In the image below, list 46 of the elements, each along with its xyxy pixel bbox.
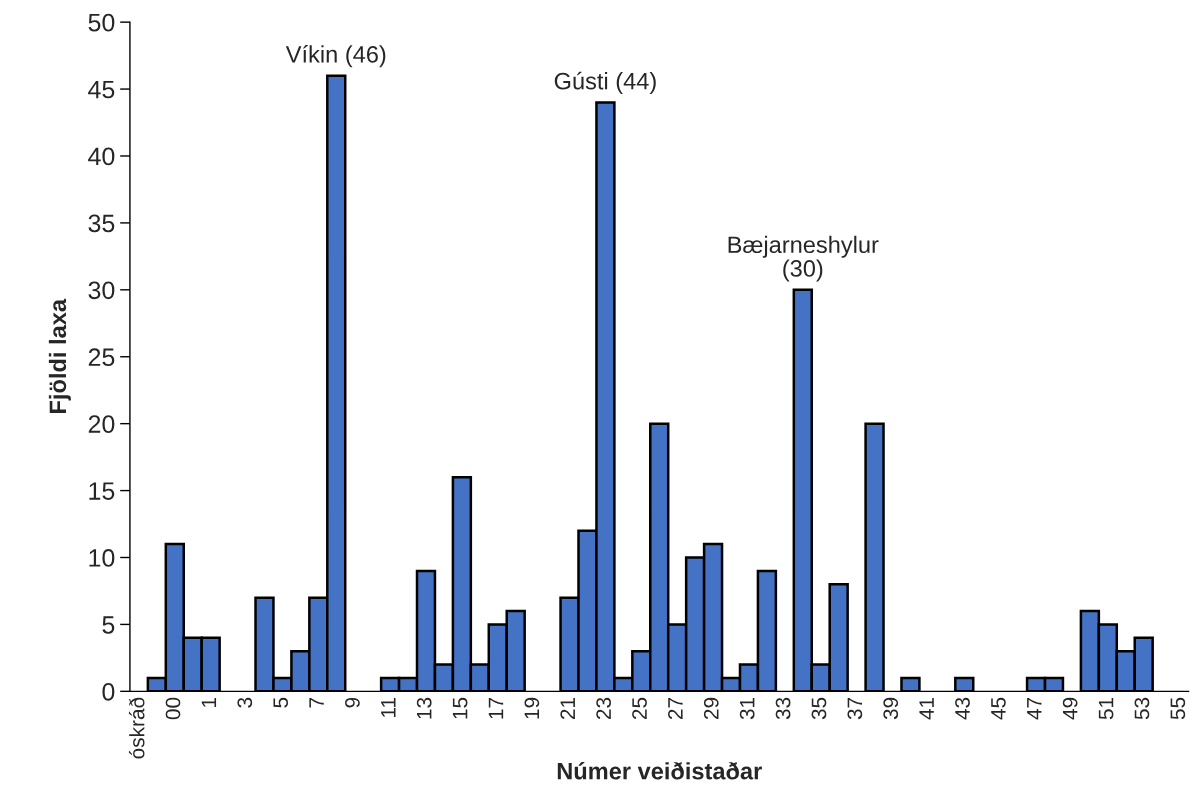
y-tick-label: 50 <box>88 13 115 32</box>
y-tick-label: 15 <box>89 482 115 500</box>
x-tick-label: 55 <box>1170 697 1186 720</box>
x-tick-label: 11 <box>381 697 396 717</box>
x-tick-label: 35 <box>811 697 827 720</box>
annotation: Bæjarneshylur (30) <box>728 235 879 282</box>
x-tick-label: 3 <box>237 697 253 708</box>
x-tick-label: 49 <box>1062 697 1078 720</box>
y-tick-label: 10 <box>89 549 115 567</box>
annotation: Gústi (44) <box>554 71 656 95</box>
y-tick-label: 20 <box>88 415 115 433</box>
x-tick-label: óskráð <box>128 697 145 759</box>
y-axis-title: Fjöldi laxa <box>48 298 71 413</box>
x-tick-label: 53 <box>1134 697 1150 720</box>
y-tick-label: 0 <box>102 682 115 701</box>
x-tick-label: 43 <box>955 697 970 720</box>
x-tick-label: 25 <box>632 697 647 720</box>
x-tick-label: 47 <box>1027 697 1042 720</box>
x-tick-label: 51 <box>1098 697 1114 720</box>
x-tick-label: 45 <box>991 697 1006 720</box>
x-tick-label: 31 <box>739 697 755 720</box>
x-axis-title: Númer veiðistaðar <box>557 761 762 780</box>
x-tick-label: 13 <box>416 697 432 719</box>
x-tick-label: 1 <box>201 697 217 707</box>
y-tick-label: 45 <box>88 80 115 99</box>
x-tick-label: 15 <box>452 697 468 719</box>
x-tick-label: 33 <box>775 697 791 720</box>
x-tick-label: 39 <box>883 697 899 720</box>
x-tick-label: 23 <box>596 697 612 720</box>
y-tick-label: 35 <box>88 214 115 233</box>
x-tick-label: 19 <box>524 697 540 719</box>
x-tick-label: 5 <box>273 697 289 708</box>
x-tick-label: 00 <box>165 697 181 720</box>
x-tick-label: 37 <box>847 697 863 720</box>
y-tick-label: 25 <box>88 348 115 367</box>
annotation: Víkin (46) <box>285 45 386 68</box>
y-tick-label: 5 <box>102 616 115 634</box>
x-tick-label: 41 <box>919 697 934 720</box>
x-tick-label: 17 <box>488 697 504 719</box>
y-tick-label: 30 <box>88 281 115 300</box>
y-tick-label: 40 <box>88 147 115 166</box>
x-tick-label: 27 <box>668 697 683 720</box>
x-tick-label: 9 <box>345 697 360 708</box>
x-tick-label: 29 <box>703 697 719 720</box>
x-tick-label: 21 <box>560 697 575 720</box>
x-tick-label: 7 <box>309 697 324 708</box>
